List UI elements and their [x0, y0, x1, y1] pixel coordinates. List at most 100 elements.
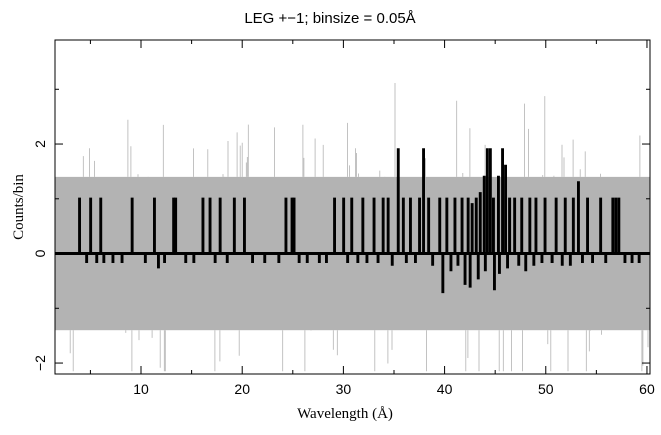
- series-step: [630, 253, 634, 263]
- series-step: [365, 253, 369, 263]
- series-step: [201, 197, 205, 254]
- series-step: [476, 253, 480, 280]
- series-step: [325, 253, 328, 263]
- y-tick-label: 2: [32, 140, 48, 148]
- series-step: [346, 253, 350, 263]
- series-step: [611, 197, 615, 254]
- series-step: [540, 253, 544, 263]
- series-step: [568, 253, 572, 266]
- series-step: [225, 253, 229, 263]
- series-step: [305, 253, 309, 263]
- series-step: [543, 197, 547, 254]
- series-step: [445, 197, 449, 254]
- series-step: [414, 253, 417, 263]
- series-step: [157, 253, 160, 269]
- series-step: [560, 253, 564, 266]
- series-step: [192, 253, 196, 263]
- series-step: [581, 253, 584, 263]
- series-step: [163, 253, 166, 263]
- series-step: [292, 197, 296, 254]
- series-step: [466, 197, 470, 254]
- series-step: [488, 148, 492, 254]
- series-step: [111, 253, 115, 263]
- series-step: [297, 253, 301, 263]
- x-axis-label: Wavelength (Å): [297, 406, 393, 422]
- series-step: [386, 197, 390, 254]
- series-step: [550, 253, 554, 263]
- series-step: [120, 253, 124, 263]
- series-step: [453, 197, 457, 254]
- series-step: [350, 197, 354, 254]
- series-step: [468, 253, 472, 288]
- series-step: [571, 197, 575, 254]
- series-step: [483, 253, 487, 272]
- series-step: [401, 197, 405, 254]
- series-step: [89, 197, 93, 254]
- series-step: [534, 197, 538, 254]
- series-step: [637, 253, 641, 263]
- series-step: [520, 197, 524, 254]
- series-step: [232, 197, 236, 254]
- series-step: [218, 197, 222, 254]
- series-step: [482, 175, 486, 254]
- series-step: [497, 175, 500, 254]
- series-step: [586, 197, 589, 254]
- series-step: [456, 253, 460, 266]
- series-step: [263, 253, 267, 263]
- y-axis-label: Counts/bin: [11, 174, 27, 240]
- axis-ticks: 10 20 30 40 50 60 −2 0 2: [32, 40, 655, 397]
- series-step: [78, 197, 81, 254]
- series-step: [317, 253, 321, 263]
- series-step: [441, 253, 445, 294]
- series-step: [284, 197, 288, 254]
- x-tick-label: 10: [133, 381, 149, 397]
- series-step: [208, 197, 212, 254]
- series-step: [172, 197, 176, 254]
- y-tick-label: −2: [32, 355, 48, 371]
- series-step: [376, 253, 380, 263]
- series-step: [485, 148, 489, 254]
- series-step: [99, 197, 103, 254]
- series-step: [184, 253, 188, 263]
- x-tick-label: 50: [538, 381, 554, 397]
- series-step: [390, 253, 394, 266]
- series-step: [95, 253, 99, 263]
- error-band-spikes: [55, 83, 649, 372]
- series-step: [532, 253, 536, 266]
- series-step: [409, 197, 412, 254]
- series-step: [361, 197, 365, 254]
- series-step: [504, 164, 507, 254]
- series-step: [614, 197, 618, 254]
- series-step: [333, 197, 336, 254]
- series-step: [143, 253, 147, 263]
- series-step: [563, 197, 567, 254]
- series-step: [290, 197, 294, 254]
- series-step: [508, 197, 512, 254]
- plot-area: [55, 83, 650, 372]
- series-step: [524, 253, 528, 272]
- series-step: [517, 253, 521, 266]
- series-step: [591, 253, 594, 263]
- series-step: [493, 253, 496, 291]
- series-step: [431, 253, 435, 266]
- series-step: [213, 253, 217, 263]
- series-step: [528, 197, 532, 254]
- x-tick-label: 60: [639, 381, 655, 397]
- series-step: [506, 253, 509, 269]
- x-tick-label: 40: [437, 381, 453, 397]
- series-step: [460, 197, 464, 254]
- series-step: [513, 197, 517, 254]
- series-step: [381, 197, 385, 254]
- series-step: [438, 197, 442, 254]
- series-step: [372, 197, 376, 254]
- series-step: [604, 253, 608, 263]
- x-tick-label: 20: [234, 381, 250, 397]
- series-step: [251, 253, 254, 263]
- series-step: [623, 253, 627, 263]
- series-step: [130, 197, 134, 254]
- series-step: [277, 253, 281, 263]
- series-step: [396, 148, 400, 254]
- series-step: [474, 197, 478, 254]
- series-step: [599, 197, 603, 254]
